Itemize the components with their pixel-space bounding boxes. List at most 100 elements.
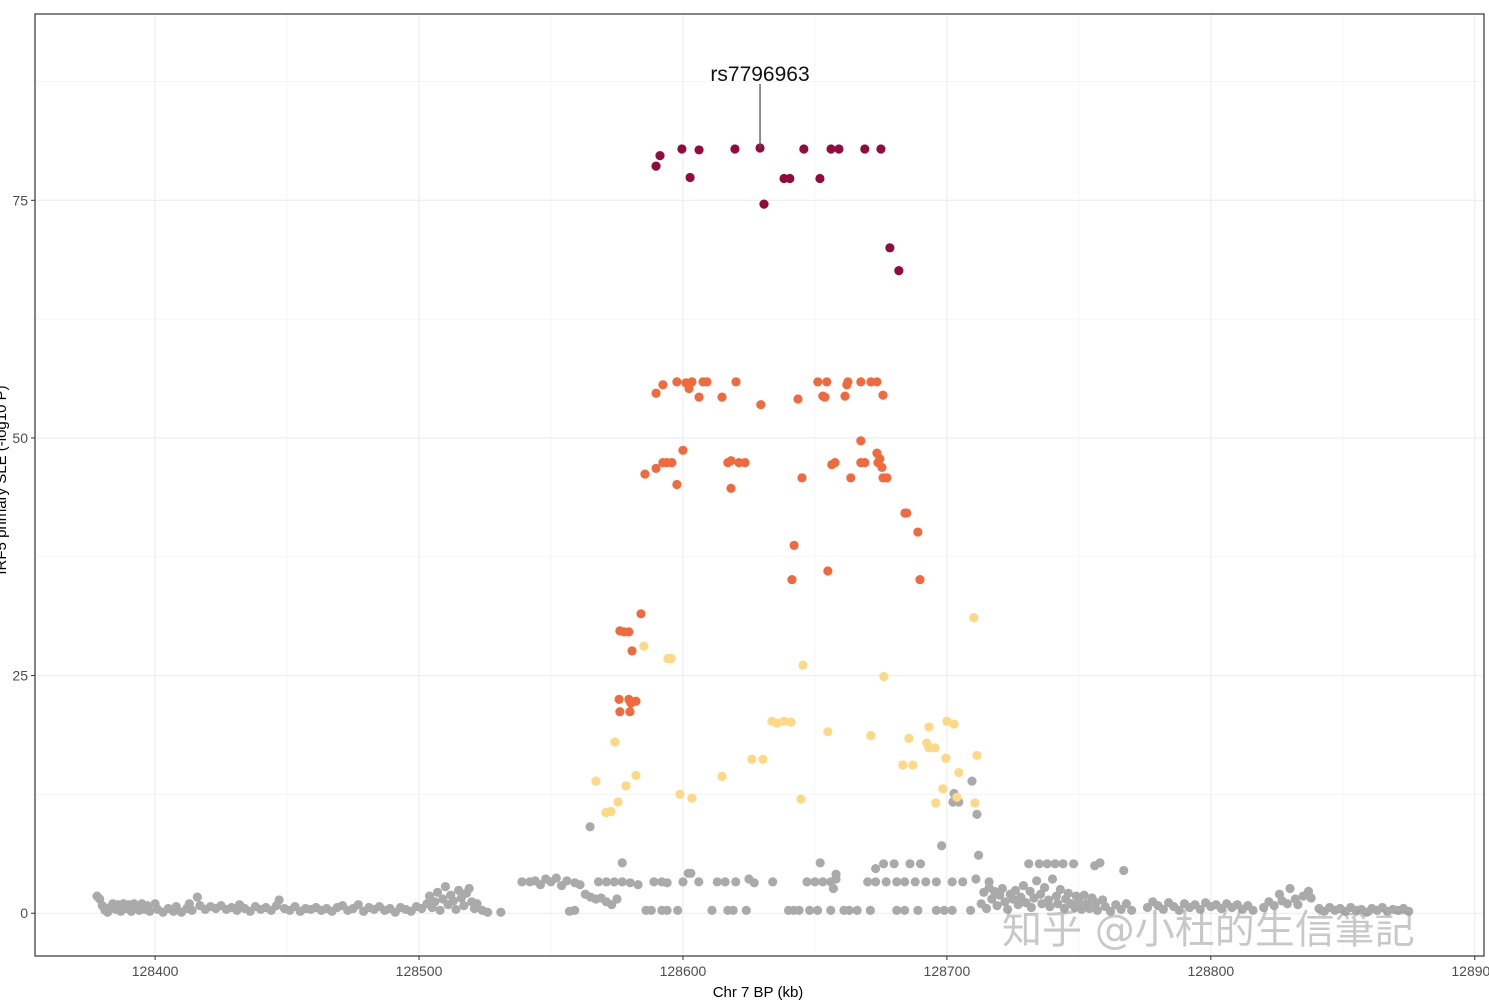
data-point bbox=[731, 377, 741, 387]
data-point bbox=[606, 806, 616, 817]
data-point bbox=[627, 646, 637, 656]
data-point bbox=[805, 905, 815, 915]
data-point bbox=[687, 377, 697, 387]
data-point bbox=[454, 885, 464, 896]
data-point bbox=[822, 377, 832, 387]
data-point bbox=[1121, 899, 1131, 909]
data-point bbox=[740, 458, 750, 468]
data-point bbox=[636, 609, 646, 619]
y-tick-label: 25 bbox=[12, 668, 28, 684]
data-point bbox=[1047, 874, 1058, 884]
data-point bbox=[871, 863, 881, 874]
data-point bbox=[435, 905, 445, 915]
data-point bbox=[601, 877, 612, 887]
data-point bbox=[1084, 903, 1095, 914]
data-point bbox=[1074, 897, 1084, 907]
data-point bbox=[947, 877, 957, 887]
data-point bbox=[633, 880, 643, 890]
data-point bbox=[1039, 882, 1050, 893]
data-point bbox=[844, 905, 854, 915]
plot-panel-border bbox=[34, 13, 1485, 957]
x-tick-label: 128400 bbox=[132, 963, 179, 979]
data-point bbox=[666, 653, 676, 664]
data-point bbox=[902, 508, 912, 518]
data-point bbox=[876, 144, 886, 154]
data-point bbox=[1018, 881, 1029, 891]
data-point bbox=[966, 905, 976, 915]
data-point bbox=[1105, 906, 1116, 916]
annotation-label: rs7796963 bbox=[710, 63, 809, 86]
y-tick-label: 75 bbox=[12, 192, 28, 208]
data-point bbox=[815, 858, 825, 868]
data-point bbox=[779, 716, 789, 726]
data-point bbox=[562, 876, 572, 886]
data-point bbox=[551, 873, 561, 883]
data-point bbox=[828, 883, 839, 894]
x-tick-label: 128600 bbox=[660, 963, 707, 979]
data-point bbox=[1404, 906, 1414, 916]
data-point bbox=[823, 566, 833, 576]
data-point bbox=[728, 905, 738, 915]
data-point bbox=[972, 809, 982, 819]
data-point bbox=[672, 479, 682, 490]
data-point bbox=[726, 483, 736, 493]
data-point bbox=[625, 707, 635, 717]
data-point bbox=[877, 462, 887, 473]
data-point bbox=[921, 877, 931, 887]
data-point bbox=[1010, 885, 1021, 896]
data-point bbox=[353, 900, 363, 910]
data-point bbox=[187, 905, 197, 915]
data-point bbox=[639, 641, 649, 651]
data-point bbox=[612, 894, 622, 904]
data-point bbox=[898, 760, 908, 770]
data-point bbox=[749, 878, 759, 888]
data-point bbox=[1045, 901, 1055, 912]
data-point bbox=[678, 445, 688, 455]
data-point bbox=[1058, 859, 1068, 869]
data-point bbox=[830, 458, 840, 468]
data-point bbox=[1000, 897, 1010, 907]
data-point bbox=[820, 392, 830, 402]
data-point bbox=[621, 781, 631, 791]
data-point bbox=[969, 613, 979, 623]
data-point bbox=[685, 172, 695, 183]
data-point bbox=[1053, 899, 1063, 909]
data-point bbox=[872, 377, 882, 387]
data-point bbox=[610, 737, 620, 747]
data-point bbox=[913, 905, 923, 915]
data-point bbox=[464, 883, 474, 894]
data-point bbox=[924, 722, 934, 732]
data-point bbox=[1063, 888, 1073, 898]
data-point bbox=[717, 392, 727, 402]
data-point bbox=[651, 463, 661, 473]
data-point bbox=[1119, 865, 1129, 876]
data-point bbox=[662, 878, 672, 888]
data-point bbox=[1248, 905, 1258, 915]
data-point bbox=[430, 897, 440, 907]
data-point bbox=[1195, 904, 1205, 915]
data-point bbox=[881, 877, 891, 887]
data-point bbox=[432, 887, 443, 897]
data-point bbox=[900, 877, 910, 887]
data-point bbox=[712, 877, 722, 887]
data-point bbox=[702, 377, 712, 387]
data-point bbox=[625, 878, 635, 888]
data-point bbox=[797, 473, 807, 483]
data-point bbox=[796, 794, 806, 804]
data-point bbox=[758, 754, 768, 764]
data-points bbox=[92, 143, 1414, 917]
data-point bbox=[892, 905, 902, 915]
data-point bbox=[617, 858, 627, 868]
data-point bbox=[889, 859, 899, 869]
data-point bbox=[931, 905, 941, 915]
data-point bbox=[826, 905, 836, 915]
data-point bbox=[662, 905, 672, 915]
y-axis-title: IRF5 primary SLE (-log10 P) bbox=[0, 385, 10, 574]
data-point bbox=[1293, 900, 1303, 910]
data-point bbox=[856, 436, 866, 446]
data-point bbox=[631, 770, 641, 780]
data-point bbox=[575, 880, 585, 890]
data-point bbox=[905, 859, 915, 869]
data-point bbox=[772, 718, 782, 728]
data-point bbox=[972, 750, 982, 761]
